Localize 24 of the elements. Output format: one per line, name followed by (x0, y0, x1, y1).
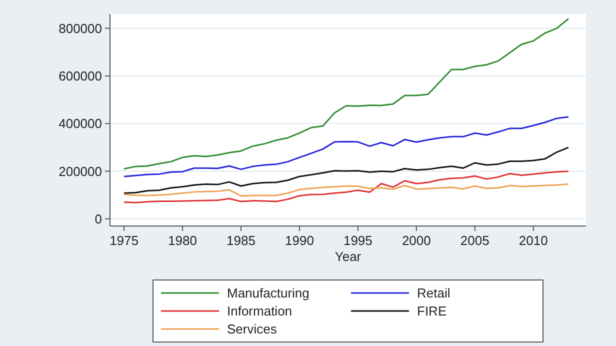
x-tick-label: 1995 (343, 233, 372, 248)
y-tick-label: 800000 (58, 20, 102, 36)
legend-label: Retail (417, 286, 450, 301)
line-series (123, 146, 570, 194)
x-tick-label: 1980 (168, 233, 197, 248)
line-series (123, 170, 570, 204)
x-tick-label: 2010 (518, 233, 548, 248)
legend-label: FIRE (417, 304, 447, 319)
y-tick-label: 600000 (58, 68, 102, 84)
legend-label: Information (227, 304, 292, 319)
line-series (123, 116, 570, 178)
x-axis-title: Year (334, 249, 362, 264)
x-tick-label: 2005 (460, 233, 490, 248)
x-tick-label: 1990 (285, 233, 314, 248)
x-tick-label: 2000 (402, 233, 431, 248)
y-tick-label: 200000 (58, 164, 102, 179)
y-tick-label: 400000 (58, 116, 102, 132)
legend-label: Manufacturing (227, 286, 310, 301)
x-tick-label: 1975 (110, 233, 138, 248)
line-series (123, 183, 570, 197)
y-tick-label: 0 (94, 211, 102, 226)
line-series (123, 18, 570, 170)
x-tick-label: 1985 (226, 233, 256, 248)
legend-label: Services (227, 322, 278, 337)
